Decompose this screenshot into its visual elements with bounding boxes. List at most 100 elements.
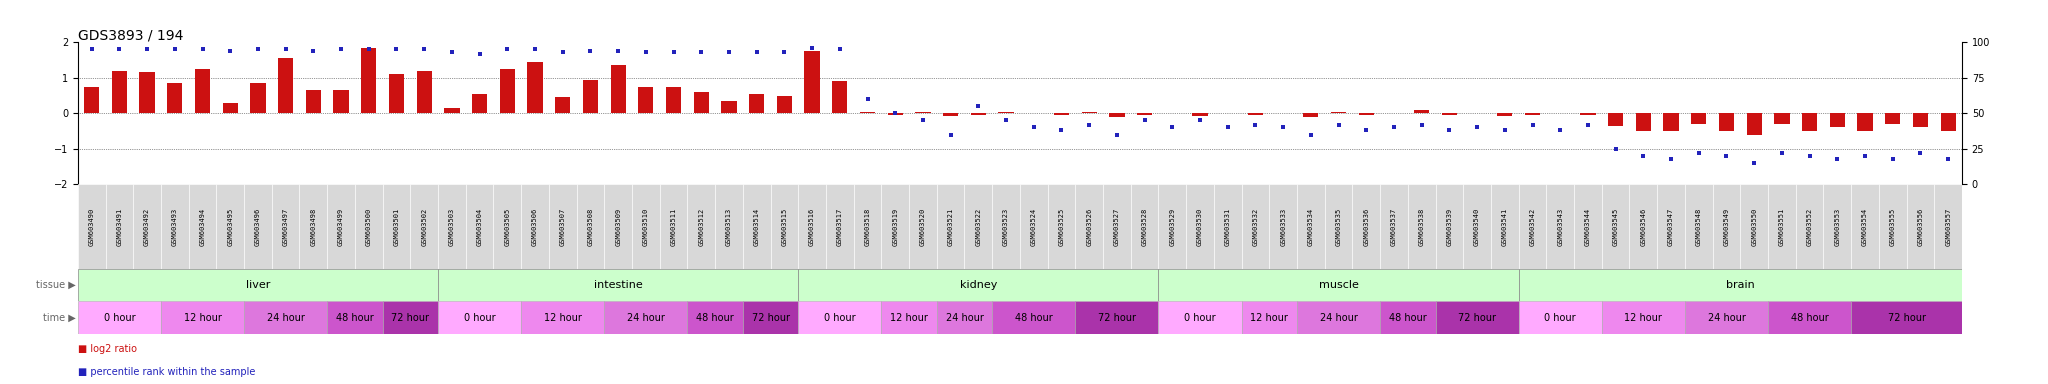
Text: GSM603527: GSM603527	[1114, 207, 1120, 246]
Point	[1350, 127, 1382, 133]
Bar	[999, 111, 1014, 113]
Text: GSM603495: GSM603495	[227, 207, 233, 246]
Bar	[715, 184, 743, 269]
Text: GSM603490: GSM603490	[88, 207, 94, 246]
Point	[1210, 124, 1243, 131]
Text: GSM603532: GSM603532	[1253, 207, 1257, 246]
Point	[1155, 124, 1188, 131]
Point	[1489, 127, 1522, 133]
Point	[1821, 156, 1853, 162]
Text: GSM603533: GSM603533	[1280, 207, 1286, 246]
Text: GSM603552: GSM603552	[1806, 207, 1812, 246]
Point	[1739, 160, 1772, 166]
Bar	[1436, 184, 1462, 269]
Bar	[416, 71, 432, 113]
Bar	[500, 69, 514, 113]
Text: GSM603494: GSM603494	[199, 207, 205, 246]
Bar	[743, 301, 799, 334]
Point	[1184, 118, 1217, 124]
Text: 48 hour: 48 hour	[1389, 313, 1427, 323]
Bar	[1608, 113, 1624, 126]
Point	[713, 49, 745, 55]
Bar	[1718, 113, 1735, 131]
Bar	[887, 113, 903, 115]
Bar	[1081, 111, 1098, 113]
Text: 12 hour: 12 hour	[1251, 313, 1288, 323]
Text: GSM603509: GSM603509	[614, 207, 621, 246]
Bar	[1186, 184, 1214, 269]
Point	[492, 46, 524, 53]
Text: 0 hour: 0 hour	[823, 313, 856, 323]
Bar	[1686, 301, 1767, 334]
Text: 0 hour: 0 hour	[104, 313, 135, 323]
Text: GSM603518: GSM603518	[864, 207, 870, 246]
Text: GDS3893 / 194: GDS3893 / 194	[78, 28, 182, 42]
Bar	[1767, 301, 1851, 334]
Bar	[1380, 301, 1436, 334]
Bar	[1546, 184, 1575, 269]
Bar	[881, 301, 936, 334]
Bar	[305, 90, 322, 113]
Bar	[799, 184, 825, 269]
Bar	[78, 269, 438, 301]
Bar	[1325, 184, 1352, 269]
Point	[1073, 122, 1106, 128]
Bar	[1192, 113, 1208, 116]
Bar	[1581, 113, 1595, 115]
Point	[657, 49, 690, 55]
Point	[1460, 124, 1493, 131]
Bar	[1907, 184, 1933, 269]
Bar	[1796, 184, 1823, 269]
Text: GSM603531: GSM603531	[1225, 207, 1231, 246]
Point	[1905, 150, 1937, 156]
Text: GSM603493: GSM603493	[172, 207, 178, 246]
Text: 72 hour: 72 hour	[752, 313, 791, 323]
Point	[1794, 153, 1827, 159]
Bar	[217, 184, 244, 269]
Bar	[354, 184, 383, 269]
Bar	[1436, 301, 1520, 334]
Text: GSM603548: GSM603548	[1696, 207, 1702, 246]
Bar	[639, 87, 653, 113]
Point	[1599, 146, 1632, 152]
Point	[1268, 124, 1300, 131]
Text: GSM603534: GSM603534	[1309, 207, 1315, 246]
Bar	[1657, 184, 1686, 269]
Bar	[1214, 184, 1241, 269]
Point	[186, 46, 219, 53]
Point	[463, 51, 496, 57]
Text: GSM603543: GSM603543	[1556, 207, 1563, 246]
Point	[268, 46, 301, 53]
Bar	[410, 184, 438, 269]
Text: GSM603529: GSM603529	[1169, 207, 1176, 246]
Bar	[1352, 184, 1380, 269]
Point	[573, 48, 606, 54]
Text: intestine: intestine	[594, 280, 643, 290]
Bar	[1241, 301, 1296, 334]
Bar	[688, 184, 715, 269]
Point	[684, 49, 717, 55]
Bar	[1942, 113, 1956, 131]
Bar	[1358, 113, 1374, 115]
Bar	[360, 48, 377, 113]
Bar	[991, 184, 1020, 269]
Bar	[139, 73, 156, 113]
Bar	[584, 79, 598, 113]
Bar	[1130, 184, 1159, 269]
Text: GSM603549: GSM603549	[1724, 207, 1729, 246]
Bar	[471, 94, 487, 113]
Text: GSM603506: GSM603506	[532, 207, 539, 246]
Bar	[250, 83, 266, 113]
Bar	[1247, 113, 1264, 115]
Bar	[133, 184, 162, 269]
Bar	[1913, 113, 1927, 127]
Point	[823, 46, 856, 53]
Text: 72 hour: 72 hour	[1458, 313, 1497, 323]
Bar	[78, 301, 162, 334]
Bar	[444, 108, 459, 113]
Bar	[188, 184, 217, 269]
Text: GSM603536: GSM603536	[1364, 207, 1370, 246]
Text: GSM603502: GSM603502	[422, 207, 428, 246]
Bar	[666, 87, 682, 113]
Text: 24 hour: 24 hour	[266, 313, 305, 323]
